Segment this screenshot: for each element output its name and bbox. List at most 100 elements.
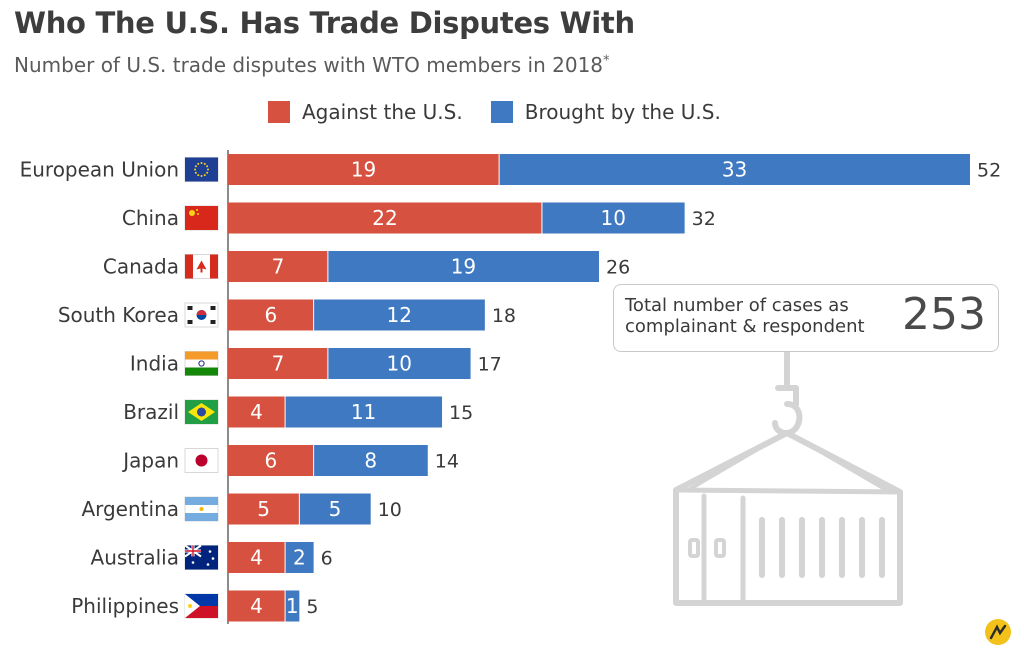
bar-against (228, 493, 300, 525)
total-cases-box: Total number of cases as complainant & r… (613, 284, 999, 352)
value-label-against: 4 (250, 400, 263, 424)
flag-star (194, 171, 197, 174)
category-label: Philippines (71, 594, 179, 618)
footnote-mark: * (603, 53, 610, 69)
flag-globe (197, 407, 206, 417)
flag-star (200, 162, 203, 164)
bar-row: India 7 10 17 (130, 348, 502, 379)
bar-against (228, 396, 286, 428)
total-label: 5 (306, 596, 318, 618)
value-label-brought: 19 (451, 255, 476, 279)
total-label: 6 (321, 548, 333, 570)
value-label-brought: 2 (293, 546, 306, 570)
value-label-against: 4 (250, 594, 263, 618)
bar-brought (327, 348, 471, 379)
subtitle-text: Number of U.S. trade disputes with WTO m… (14, 53, 604, 77)
flag-leaf (196, 260, 207, 273)
category-label: Brazil (123, 400, 179, 424)
container-latch (714, 538, 726, 558)
country-flag-icon (184, 351, 219, 376)
total-cases-label-line2: complainant & respondent (625, 316, 865, 337)
category-label: European Union (20, 158, 179, 182)
container-slings (686, 430, 892, 494)
hook-curve (772, 401, 803, 436)
bar-brought (285, 396, 443, 428)
bar-row: Canada 7 19 26 (103, 251, 630, 282)
flag-field (185, 157, 218, 182)
legend: Against the U.S. Brought by the U.S. (268, 100, 749, 124)
legend-swatch-against (268, 101, 290, 123)
country-flag-icon (184, 254, 219, 279)
bar-row: Brazil 4 11 15 (123, 396, 473, 428)
total-label: 14 (435, 451, 459, 473)
flag-trigram (210, 320, 216, 324)
value-label-brought: 12 (387, 303, 412, 327)
flag-star (211, 557, 215, 560)
value-label-brought: 10 (387, 352, 412, 376)
total-cases-label-line1: Total number of cases as (625, 295, 849, 316)
bar-brought (313, 299, 485, 331)
country-flag-icon (184, 302, 219, 328)
bar-against (228, 542, 286, 573)
flag-star (200, 175, 203, 177)
bar-brought (327, 251, 599, 282)
flag-star (206, 171, 209, 174)
value-label-brought: 11 (351, 400, 376, 424)
flag-triangle (185, 594, 200, 618)
bar-row: Philippines 4 1 5 (71, 590, 318, 622)
value-label-brought: 10 (601, 206, 626, 230)
value-label-against: 22 (372, 206, 397, 230)
flag-sun (199, 507, 204, 511)
shipping-container-illustration (673, 350, 903, 606)
flag-trigram (187, 320, 193, 324)
flag-star (191, 561, 195, 564)
bar-row: China 22 10 32 (122, 202, 716, 234)
value-label-brought: 5 (329, 497, 342, 521)
category-label: Australia (91, 546, 179, 570)
flag-cross-red (185, 545, 201, 557)
flag-star (197, 174, 200, 177)
legend-label-brought: Brought by the U.S. (524, 100, 721, 124)
bar-row: Australia 4 2 6 (91, 542, 333, 573)
flag-star (207, 168, 209, 171)
category-label: China (122, 206, 179, 230)
flag-star (197, 162, 200, 165)
bar-brought (285, 542, 314, 573)
legend-item-brought: Brought by the U.S. (490, 100, 721, 124)
flag-trigram (210, 306, 216, 310)
total-label: 18 (492, 305, 516, 327)
legend-item-against: Against the U.S. (268, 100, 463, 124)
flag-taeguk-top (196, 310, 207, 315)
country-flag-icon (184, 205, 219, 231)
flag-star (203, 174, 206, 177)
flag-star (206, 563, 210, 566)
value-label-against: 7 (272, 352, 285, 376)
bar-brought (313, 445, 428, 476)
flag-band (185, 254, 193, 279)
total-label: 32 (692, 208, 716, 230)
bar-against (228, 348, 328, 379)
flag-sun (195, 454, 208, 467)
bar-against (228, 445, 314, 476)
value-label-against: 7 (272, 255, 285, 279)
flag-trigram (187, 306, 193, 310)
statista-logo-icon (984, 618, 1012, 646)
value-label-against: 4 (250, 546, 263, 570)
flag-sun (188, 604, 192, 608)
country-flag-icon (184, 544, 219, 570)
flag-star (189, 210, 195, 216)
value-label-against: 19 (351, 158, 376, 182)
flag-star (203, 162, 206, 165)
flag-band (210, 254, 218, 279)
value-label-brought: 33 (722, 158, 747, 182)
total-label: 26 (606, 257, 630, 279)
flag-band (185, 497, 218, 505)
flag-star (197, 213, 199, 215)
bar-against (228, 590, 286, 622)
flag-band (185, 351, 218, 360)
chart-title: Who The U.S. Has Trade Disputes With (14, 6, 635, 40)
bar-against (228, 202, 542, 234)
country-flag-icon (184, 593, 219, 619)
flag-chakra (198, 360, 205, 367)
